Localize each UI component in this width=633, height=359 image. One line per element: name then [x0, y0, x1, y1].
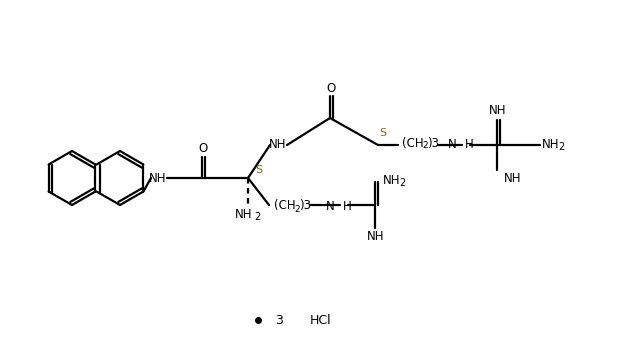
Text: 2: 2 — [254, 212, 260, 222]
Text: S: S — [256, 165, 263, 175]
Text: O: O — [327, 81, 335, 94]
Text: N: N — [448, 137, 457, 150]
Text: NH: NH — [149, 172, 166, 185]
Text: NH: NH — [489, 103, 507, 117]
Text: 2: 2 — [422, 141, 428, 150]
Text: NH: NH — [269, 139, 287, 151]
Text: 2: 2 — [399, 178, 405, 188]
Text: )3: )3 — [299, 200, 311, 213]
Text: (CH: (CH — [402, 136, 423, 149]
Text: NH: NH — [235, 208, 253, 220]
Text: N: N — [326, 200, 335, 213]
Text: HCl: HCl — [310, 313, 332, 326]
Text: S: S — [379, 128, 387, 138]
Text: 3: 3 — [275, 313, 283, 326]
Text: NH: NH — [542, 137, 560, 150]
Text: )3: )3 — [427, 136, 439, 149]
Text: 2: 2 — [558, 142, 564, 152]
Text: NH: NH — [383, 173, 401, 186]
Text: 2: 2 — [294, 205, 299, 214]
Text: H: H — [465, 137, 473, 150]
Text: H: H — [343, 200, 352, 213]
Text: O: O — [198, 143, 208, 155]
Text: NH: NH — [367, 230, 385, 243]
Text: (CH: (CH — [274, 200, 296, 213]
Text: NH: NH — [504, 173, 522, 186]
